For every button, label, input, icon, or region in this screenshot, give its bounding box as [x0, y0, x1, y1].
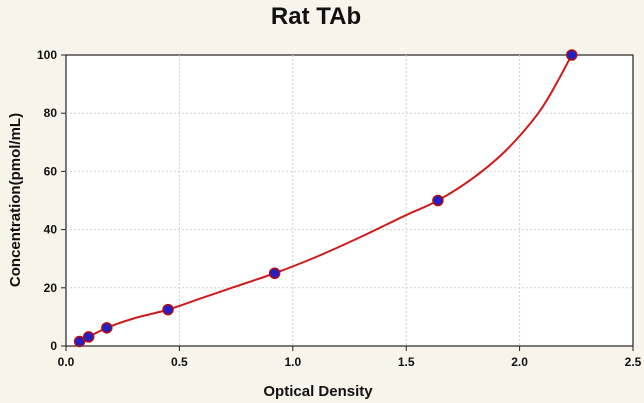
x-tick-label: 2.5 [625, 355, 642, 369]
data-point [82, 331, 95, 343]
tick-layer: 0.0 0.5 1.0 1.5 2.0 2.5 0 20 40 60 80 100 [37, 48, 642, 369]
y-tick-label: 0 [50, 339, 57, 353]
data-point [73, 335, 86, 348]
x-tick-label: 1.5 [398, 355, 415, 369]
chart-title: Rat TAb [271, 3, 361, 30]
x-axis-label: Optical Density [263, 383, 373, 400]
data-point [162, 303, 174, 316]
x-tick-label: 0.0 [58, 355, 75, 369]
y-tick-label: 60 [44, 164, 58, 178]
data-point [268, 267, 281, 279]
data-point-layer [73, 49, 578, 348]
x-tick-label: 0.5 [171, 355, 188, 369]
y-tick-label: 40 [44, 223, 58, 237]
y-axis-label: Concentration(pmol/mL) [7, 113, 24, 287]
data-point [566, 49, 578, 61]
data-point [101, 322, 113, 334]
plot-area [65, 54, 634, 347]
x-tick-label: 1.0 [284, 355, 301, 369]
data-point [432, 194, 444, 207]
y-tick-label: 80 [44, 106, 58, 120]
y-tick-label: 100 [37, 48, 57, 62]
y-tick-label: 20 [44, 281, 58, 295]
x-tick-label: 2.0 [511, 355, 528, 369]
